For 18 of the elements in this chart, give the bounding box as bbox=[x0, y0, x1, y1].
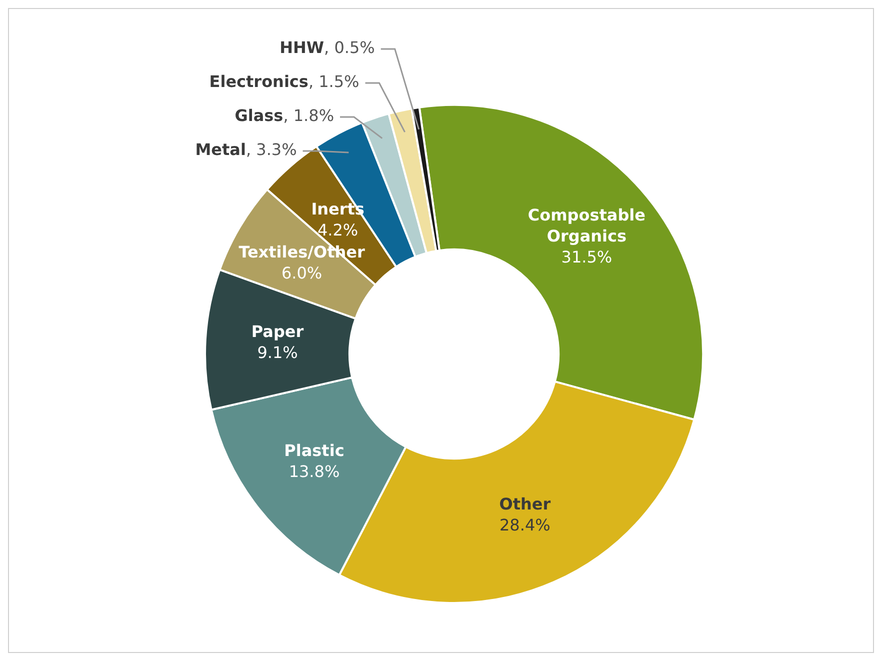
data-label: , 0.5% bbox=[324, 38, 375, 58]
data-label: 13.8% bbox=[288, 462, 340, 481]
data-label: 4.2% bbox=[317, 220, 358, 240]
data-label: , 1.8% bbox=[283, 106, 334, 126]
data-label: , 3.3% bbox=[246, 140, 297, 160]
data-label: , 1.5% bbox=[308, 72, 360, 92]
slice-label: Paper bbox=[251, 322, 304, 342]
data-label: 6.0% bbox=[281, 264, 322, 283]
data-label: 28.4% bbox=[499, 516, 550, 535]
slice-label: Metal bbox=[195, 140, 246, 160]
slice-label: Glass bbox=[234, 106, 284, 126]
slice-label: Compostable Organics bbox=[528, 205, 646, 246]
slice-label: HHW bbox=[280, 38, 324, 58]
slice-label: Plastic bbox=[284, 440, 344, 460]
data-label: 9.1% bbox=[257, 343, 298, 362]
data-label: 31.5% bbox=[561, 247, 612, 266]
slice-label: Electronics bbox=[209, 72, 308, 92]
slice-label: Other bbox=[499, 494, 551, 514]
